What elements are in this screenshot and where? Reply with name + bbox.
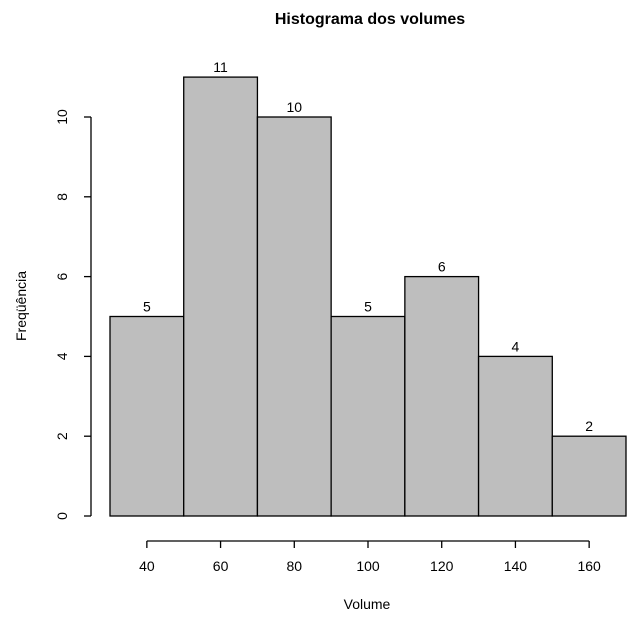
bar-value-label: 2: [585, 418, 593, 434]
x-axis: 40 60 80 100 120 140 160: [139, 540, 601, 574]
bars-layer: [109, 76, 627, 517]
y-tick-label: 2: [54, 432, 70, 440]
histogram-bar: [256, 116, 332, 517]
y-axis-title: Freqüência: [13, 271, 29, 341]
x-axis-title: Volume: [344, 596, 391, 612]
x-tick-label: 60: [213, 558, 229, 574]
x-tick-label: 40: [139, 558, 155, 574]
y-tick-label: 10: [54, 109, 70, 125]
x-tick-label: 120: [430, 558, 454, 574]
y-tick-label: 6: [54, 272, 70, 280]
bar-value-label: 6: [438, 259, 446, 275]
y-tick-label: 4: [54, 352, 70, 360]
histogram-bar: [183, 76, 259, 517]
x-tick-label: 160: [577, 558, 601, 574]
bar-value-label: 5: [364, 299, 372, 315]
x-tick-label: 80: [286, 558, 302, 574]
histogram-bar: [477, 355, 553, 517]
x-tick-label: 140: [504, 558, 528, 574]
histogram-bar: [551, 435, 627, 517]
histogram-bar: [330, 315, 406, 517]
histogram-bar: [404, 275, 480, 517]
bar-value-label: 11: [213, 59, 228, 75]
y-axis: 0 2 4 6 8 10: [54, 109, 92, 520]
bar-value-label: 5: [143, 299, 151, 315]
histogram-bar: [109, 315, 185, 517]
bar-labels-layer: 5 11 10 5 6 4 2: [143, 59, 593, 434]
bar-value-label: 10: [286, 99, 302, 115]
y-tick-label: 0: [54, 512, 70, 520]
chart-title: Histograma dos volumes: [275, 11, 465, 28]
bar-value-label: 4: [512, 338, 520, 354]
y-tick-label: 8: [54, 193, 70, 201]
x-tick-label: 100: [356, 558, 380, 574]
